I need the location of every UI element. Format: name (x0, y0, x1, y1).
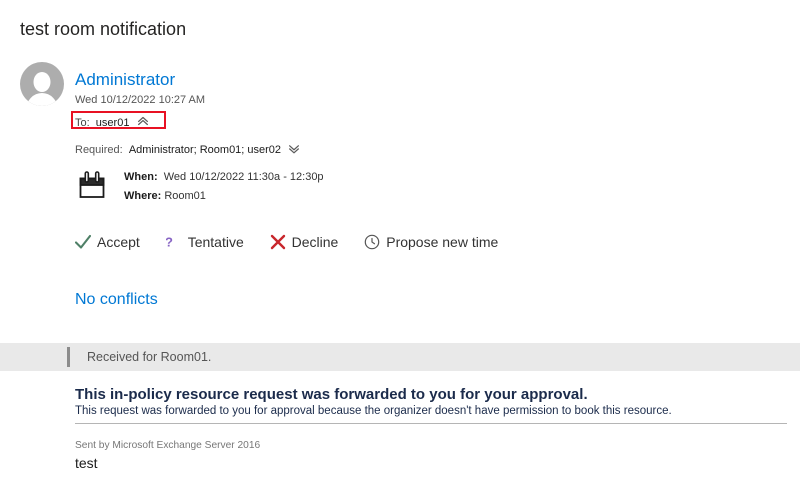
svg-text:?: ? (166, 235, 173, 250)
